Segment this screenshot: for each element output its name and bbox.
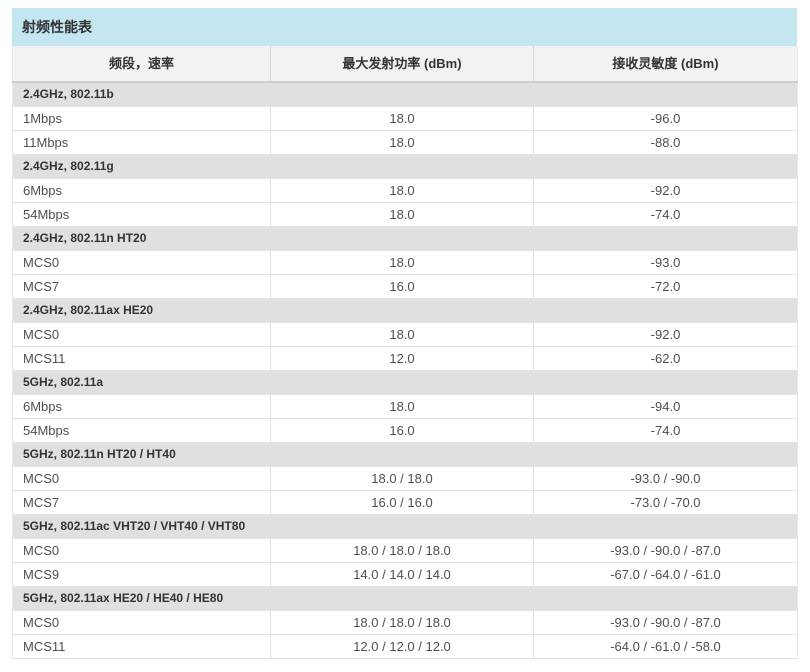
section-row: 5GHz, 802.11ax HE20 / HE40 / HE80 [12, 586, 798, 611]
section-label: 5GHz, 802.11ac VHT20 / VHT40 / VHT80 [12, 514, 798, 539]
section-row: 2.4GHz, 802.11ax HE20 [12, 298, 798, 323]
sensitivity-cell: -74.0 [533, 202, 798, 227]
rate-cell: MCS0 [12, 610, 271, 635]
table-row: MCS0 18.0 / 18.0 -93.0 / -90.0 [12, 466, 798, 491]
section-row: 2.4GHz, 802.11n HT20 [12, 226, 798, 251]
table-row: 6Mbps 18.0 -94.0 [12, 394, 798, 419]
sensitivity-cell: -74.0 [533, 418, 798, 443]
rate-cell: MCS11 [12, 346, 271, 371]
rf-performance-table: 频段，速率 最大发射功率 (dBm) 接收灵敏度 (dBm) 2.4GHz, 8… [12, 46, 798, 659]
section-label: 5GHz, 802.11ax HE20 / HE40 / HE80 [12, 586, 798, 611]
tx-power-cell: 18.0 [270, 322, 534, 347]
section-row: 5GHz, 802.11n HT20 / HT40 [12, 442, 798, 467]
tx-power-cell: 14.0 / 14.0 / 14.0 [270, 562, 534, 587]
table-row: MCS9 14.0 / 14.0 / 14.0 -67.0 / -64.0 / … [12, 562, 798, 587]
sensitivity-cell: -73.0 / -70.0 [533, 490, 798, 515]
table-row: 11Mbps 18.0 -88.0 [12, 130, 798, 155]
section-row: 5GHz, 802.11a [12, 370, 798, 395]
sensitivity-cell: -88.0 [533, 130, 798, 155]
rate-cell: MCS0 [12, 538, 271, 563]
tx-power-cell: 18.0 [270, 250, 534, 275]
rf-performance-panel: 射频性能表 频段，速率 最大发射功率 (dBm) 接收灵敏度 (dBm) 2.4… [12, 8, 798, 659]
header-rx-sensitivity: 接收灵敏度 (dBm) [533, 46, 798, 83]
tx-power-cell: 18.0 [270, 394, 534, 419]
sensitivity-cell: -72.0 [533, 274, 798, 299]
section-row: 2.4GHz, 802.11g [12, 154, 798, 179]
section-label: 5GHz, 802.11n HT20 / HT40 [12, 442, 798, 467]
sensitivity-cell: -94.0 [533, 394, 798, 419]
table-row: 54Mbps 18.0 -74.0 [12, 202, 798, 227]
section-row: 2.4GHz, 802.11b [12, 81, 798, 107]
section-label: 2.4GHz, 802.11b [12, 81, 798, 107]
tx-power-cell: 18.0 / 18.0 / 18.0 [270, 538, 534, 563]
section-label: 2.4GHz, 802.11n HT20 [12, 226, 798, 251]
table-row: MCS7 16.0 -72.0 [12, 274, 798, 299]
table-row: MCS0 18.0 / 18.0 / 18.0 -93.0 / -90.0 / … [12, 610, 798, 635]
table-row: MCS11 12.0 / 12.0 / 12.0 -64.0 / -61.0 /… [12, 634, 798, 659]
tx-power-cell: 16.0 / 16.0 [270, 490, 534, 515]
tx-power-cell: 18.0 [270, 178, 534, 203]
section-label: 2.4GHz, 802.11g [12, 154, 798, 179]
header-band-rate: 频段，速率 [12, 46, 271, 83]
sensitivity-cell: -93.0 / -90.0 / -87.0 [533, 610, 798, 635]
tx-power-cell: 18.0 [270, 130, 534, 155]
rate-cell: MCS0 [12, 250, 271, 275]
tx-power-cell: 18.0 [270, 106, 534, 131]
section-label: 2.4GHz, 802.11ax HE20 [12, 298, 798, 323]
rate-cell: MCS0 [12, 466, 271, 491]
sensitivity-cell: -93.0 [533, 250, 798, 275]
rate-cell: 11Mbps [12, 130, 271, 155]
rate-cell: MCS7 [12, 490, 271, 515]
table-row: MCS0 18.0 -93.0 [12, 250, 798, 275]
sensitivity-cell: -67.0 / -64.0 / -61.0 [533, 562, 798, 587]
table-row: 1Mbps 18.0 -96.0 [12, 106, 798, 131]
sensitivity-cell: -93.0 / -90.0 / -87.0 [533, 538, 798, 563]
rate-cell: 54Mbps [12, 202, 271, 227]
header-row: 频段，速率 最大发射功率 (dBm) 接收灵敏度 (dBm) [12, 46, 798, 83]
table-row: 54Mbps 16.0 -74.0 [12, 418, 798, 443]
sensitivity-cell: -62.0 [533, 346, 798, 371]
rate-cell: MCS9 [12, 562, 271, 587]
table-row: MCS0 18.0 -92.0 [12, 322, 798, 347]
section-label: 5GHz, 802.11a [12, 370, 798, 395]
sensitivity-cell: -64.0 / -61.0 / -58.0 [533, 634, 798, 659]
tx-power-cell: 18.0 / 18.0 / 18.0 [270, 610, 534, 635]
tx-power-cell: 18.0 [270, 202, 534, 227]
section-row: 5GHz, 802.11ac VHT20 / VHT40 / VHT80 [12, 514, 798, 539]
table-row: MCS0 18.0 / 18.0 / 18.0 -93.0 / -90.0 / … [12, 538, 798, 563]
rate-cell: MCS7 [12, 274, 271, 299]
rate-cell: 54Mbps [12, 418, 271, 443]
table-row: MCS7 16.0 / 16.0 -73.0 / -70.0 [12, 490, 798, 515]
rate-cell: MCS11 [12, 634, 271, 659]
tx-power-cell: 18.0 / 18.0 [270, 466, 534, 491]
sensitivity-cell: -92.0 [533, 322, 798, 347]
tx-power-cell: 16.0 [270, 274, 534, 299]
rate-cell: 1Mbps [12, 106, 271, 131]
header-max-tx-power: 最大发射功率 (dBm) [270, 46, 534, 83]
rate-cell: 6Mbps [12, 178, 271, 203]
table-row: 6Mbps 18.0 -92.0 [12, 178, 798, 203]
table-row: MCS11 12.0 -62.0 [12, 346, 798, 371]
sensitivity-cell: -93.0 / -90.0 [533, 466, 798, 491]
tx-power-cell: 16.0 [270, 418, 534, 443]
tx-power-cell: 12.0 [270, 346, 534, 371]
table-title: 射频性能表 [12, 8, 797, 46]
rate-cell: 6Mbps [12, 394, 271, 419]
rate-cell: MCS0 [12, 322, 271, 347]
sensitivity-cell: -92.0 [533, 178, 798, 203]
tx-power-cell: 12.0 / 12.0 / 12.0 [270, 634, 534, 659]
sensitivity-cell: -96.0 [533, 106, 798, 131]
